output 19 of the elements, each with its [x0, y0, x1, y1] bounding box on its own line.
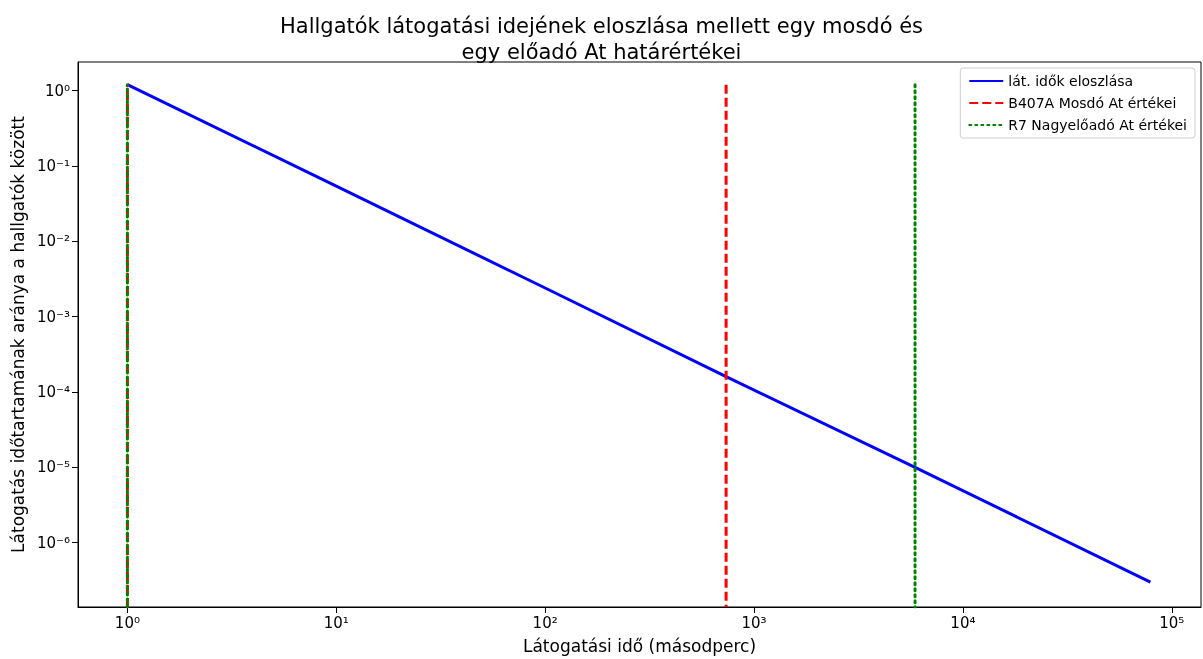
x-tick-label: 10⁴ [950, 613, 976, 632]
legend-label: B407A Mosdó At értékei [1008, 95, 1177, 111]
y-tick-label: 10⁰ [44, 81, 70, 100]
y-tick-label: 10⁻⁴ [36, 383, 70, 401]
y-tick-label: 10⁻² [36, 232, 70, 251]
x-tick-label: 10⁰ [114, 613, 140, 632]
x-tick-label: 10¹ [323, 613, 349, 632]
y-tick-label: 10⁻⁶ [36, 533, 70, 552]
x-tick-label: 10³ [741, 613, 767, 632]
y-tick-label: 10⁻³ [36, 307, 70, 326]
y-tick-label: 10⁻⁵ [36, 458, 70, 477]
x-axis-title: Látogatási idő (másodperc) [522, 635, 757, 656]
chart-title: Hallgatók látogatási idejének eloszlása mellett egy mosdó és egy előadó At határértékei [279, 14, 924, 64]
x-tick-label: 10⁵ [1159, 613, 1185, 632]
legend-label: lát. idők eloszlása [1008, 73, 1134, 89]
x-tick-label: 10² [532, 613, 558, 632]
legend-label: R7 Nagyelőadó At értékei [1008, 117, 1188, 133]
y-axis-title: Látogatás időtartamának aránya a hallgatók között [7, 115, 28, 553]
y-tick-label: 10⁻¹ [36, 156, 70, 175]
